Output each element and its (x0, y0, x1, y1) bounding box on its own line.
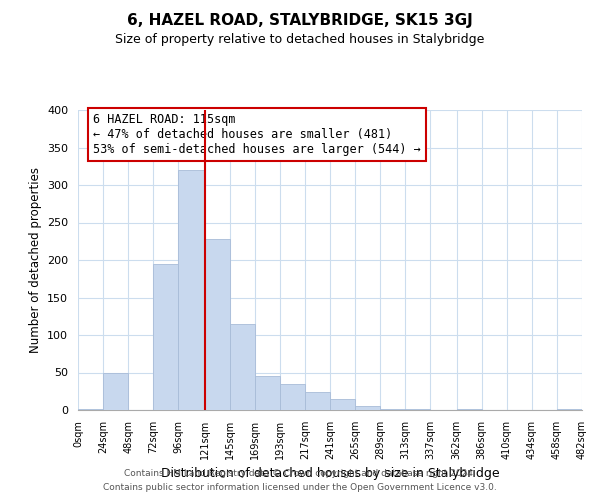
Bar (457, 409, 482, 410)
Bar (178, 170, 205, 410)
Bar (405, 409, 430, 410)
Bar (230, 324, 255, 410)
Bar (280, 384, 305, 410)
Y-axis label: Number of detached properties: Number of detached properties (29, 167, 41, 353)
Bar (255, 376, 280, 410)
Text: 6 HAZEL ROAD: 115sqm
← 47% of detached houses are smaller (481)
53% of semi-deta: 6 HAZEL ROAD: 115sqm ← 47% of detached h… (93, 113, 421, 156)
Text: Contains public sector information licensed under the Open Government Licence v3: Contains public sector information licen… (103, 484, 497, 492)
Bar (103, 372, 128, 410)
Bar (205, 239, 230, 410)
Bar (380, 408, 405, 410)
Text: Contains HM Land Registry data © Crown copyright and database right 2024.: Contains HM Land Registry data © Crown c… (124, 468, 476, 477)
Bar (330, 399, 355, 410)
X-axis label: Distribution of detached houses by size in Stalybridge: Distribution of detached houses by size … (161, 468, 499, 480)
Bar (557, 408, 582, 410)
Text: 6, HAZEL ROAD, STALYBRIDGE, SK15 3GJ: 6, HAZEL ROAD, STALYBRIDGE, SK15 3GJ (127, 12, 473, 28)
Text: Size of property relative to detached houses in Stalybridge: Size of property relative to detached ho… (115, 32, 485, 46)
Bar (78, 408, 103, 410)
Bar (153, 264, 178, 410)
Bar (305, 392, 330, 410)
Bar (355, 406, 380, 410)
